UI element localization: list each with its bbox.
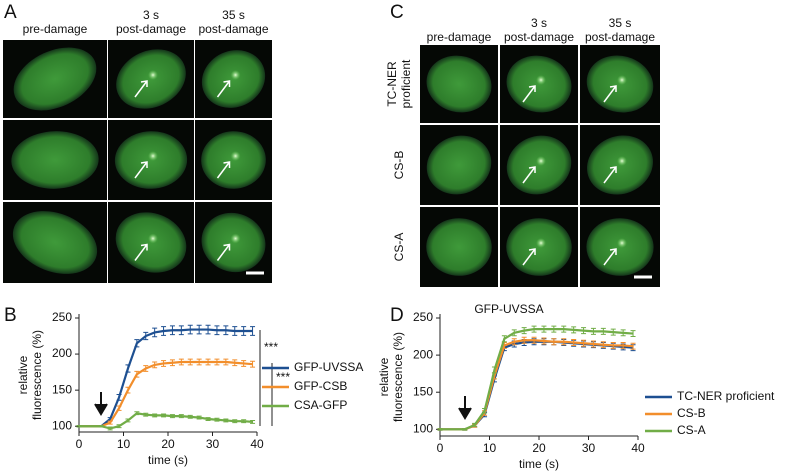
row-label: proficient [399,59,413,108]
pointer-arrow [603,166,617,184]
error-bar [630,342,636,350]
series-line [440,339,634,431]
nucleus [426,55,492,113]
damage-spot [148,151,158,161]
pointer-arrow [522,248,536,266]
nucleus [13,47,97,111]
pointer-arrow [603,248,617,266]
panel-letter: A [4,2,17,23]
pointer-arrow [603,85,617,103]
damage-spot [148,233,158,244]
y-axis-label: fluorescence (%) [30,330,44,420]
legend-label: GFP-UVSSA [294,360,363,374]
damage-spot [536,238,546,248]
series-line [79,328,253,428]
x-tick-label: 30 [206,437,220,451]
pointer-arrow [522,85,536,103]
column-header: 3 s [143,8,159,22]
x-tick-label: 0 [437,441,444,455]
panel-letter: C [390,2,404,23]
y-axis-label: relative [16,355,30,394]
damage-spot [536,75,546,85]
column-header: post-damage [116,22,186,36]
damage-spot [617,75,627,85]
row-label: TC-NER [385,61,399,107]
damage-spot [230,151,241,161]
legend-label: CSA-GFP [294,398,347,412]
damage-arrow [94,392,108,416]
series-line [440,340,634,431]
y-tick-label: 150 [52,382,72,396]
legend-label: CS-A [677,423,706,437]
x-tick-label: 30 [582,441,596,455]
column-header: post-damage [504,30,574,44]
damage-spot [230,233,241,244]
x-tick-label: 0 [76,437,83,451]
series-line [79,360,253,428]
nucleus [12,211,98,274]
x-tick-label: 20 [161,437,175,451]
nucleus [426,218,492,276]
x-tick-label: 20 [532,441,546,455]
pointer-arrow [134,243,148,261]
y-tick-label: 200 [413,347,433,361]
damage-arrow [458,396,472,420]
damage-spot [617,238,627,248]
x-axis-label: time (s) [519,457,559,471]
nucleus [426,135,492,195]
series-line [79,412,253,430]
damage-spot [617,156,627,166]
chart-title: GFP-UVSSA [474,302,543,316]
y-tick-label: 100 [413,421,433,435]
y-tick-label: 100 [52,418,72,432]
column-header: pre-damage [23,22,88,36]
damage-spot [148,70,158,80]
y-axis-label: fluorescence (%) [391,332,405,422]
nucleus [11,131,99,189]
pointer-arrow [134,80,148,98]
y-tick-label: 250 [52,310,72,324]
y-tick-label: 200 [52,346,72,360]
x-axis-label: time (s) [148,453,188,467]
pointer-arrow [216,80,231,98]
column-header: post-damage [198,22,268,36]
panel-letter: B [4,305,17,326]
significance-label: *** [276,370,290,384]
pointer-arrow [522,166,536,184]
column-header: post-damage [585,30,655,44]
x-tick-label: 10 [117,437,131,451]
legend-label: GFP-CSB [294,379,347,393]
y-axis-label: relative [377,357,391,396]
series-line [440,328,634,431]
legend-label: CS-B [677,406,706,420]
y-tick-label: 250 [413,310,433,324]
x-tick-label: 10 [483,441,497,455]
significance-label: *** [264,340,278,354]
pointer-arrow [134,161,148,179]
x-tick-label: 40 [631,441,645,455]
column-header: 35 s [609,16,632,30]
panel-letter: D [390,305,404,326]
y-tick-label: 150 [413,384,433,398]
row-label: CS-A [392,233,406,262]
damage-spot [230,70,241,80]
row-label: CS-B [392,151,406,180]
column-header: 3 s [531,16,547,30]
damage-spot [536,156,546,166]
pointer-arrow [216,243,231,261]
x-tick-label: 40 [250,437,264,451]
column-header: pre-damage [427,30,492,44]
legend-label: TC-NER proficient [677,389,775,403]
column-header: 35 s [222,8,245,22]
pointer-arrow [216,161,231,179]
